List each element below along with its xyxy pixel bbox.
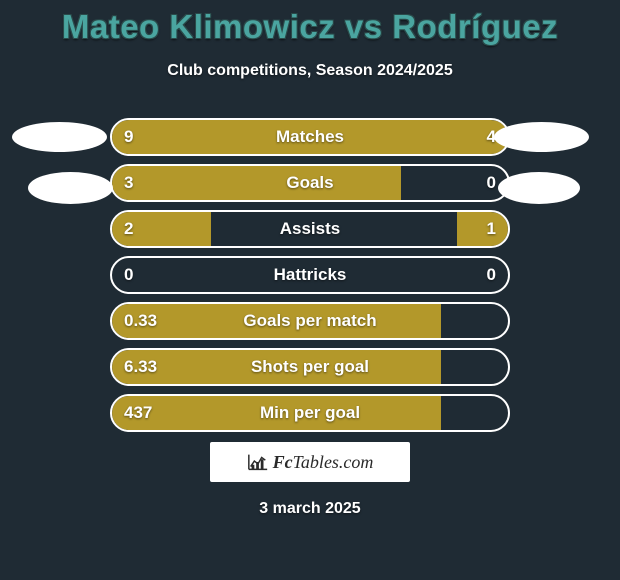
stat-value-right: 1 <box>487 212 496 246</box>
stat-value-right: 0 <box>487 166 496 200</box>
watermark-brand-bold: Fc <box>273 452 293 472</box>
stat-row: 9Matches4 <box>110 118 510 156</box>
stat-row: 0Hattricks0 <box>110 256 510 294</box>
club-logo-placeholder <box>498 172 580 204</box>
stat-label: Goals per match <box>112 304 508 338</box>
chart-icon <box>247 452 269 472</box>
page-subtitle: Club competitions, Season 2024/2025 <box>0 62 620 80</box>
watermark-brand-rest: Tables.com <box>293 452 374 472</box>
stat-label: Hattricks <box>112 258 508 292</box>
comparison-infographic: Mateo Klimowicz vs Rodríguez Club compet… <box>0 0 620 580</box>
date-label: 3 march 2025 <box>0 500 620 518</box>
club-logo-placeholder <box>28 172 113 204</box>
watermark-badge: FcTables.com <box>210 442 410 482</box>
stat-bars-container: 9Matches43Goals02Assists10Hattricks00.33… <box>110 118 510 440</box>
stat-label: Assists <box>112 212 508 246</box>
stat-label: Shots per goal <box>112 350 508 384</box>
stat-label: Min per goal <box>112 396 508 430</box>
page-title: Mateo Klimowicz vs Rodríguez <box>0 8 620 46</box>
stat-row: 0.33Goals per match <box>110 302 510 340</box>
stat-label: Matches <box>112 120 508 154</box>
stat-row: 3Goals0 <box>110 164 510 202</box>
stat-label: Goals <box>112 166 508 200</box>
club-logo-placeholder <box>12 122 107 152</box>
stat-value-right: 0 <box>487 258 496 292</box>
stat-row: 6.33Shots per goal <box>110 348 510 386</box>
club-logo-placeholder <box>494 122 589 152</box>
stat-row: 437Min per goal <box>110 394 510 432</box>
stat-row: 2Assists1 <box>110 210 510 248</box>
